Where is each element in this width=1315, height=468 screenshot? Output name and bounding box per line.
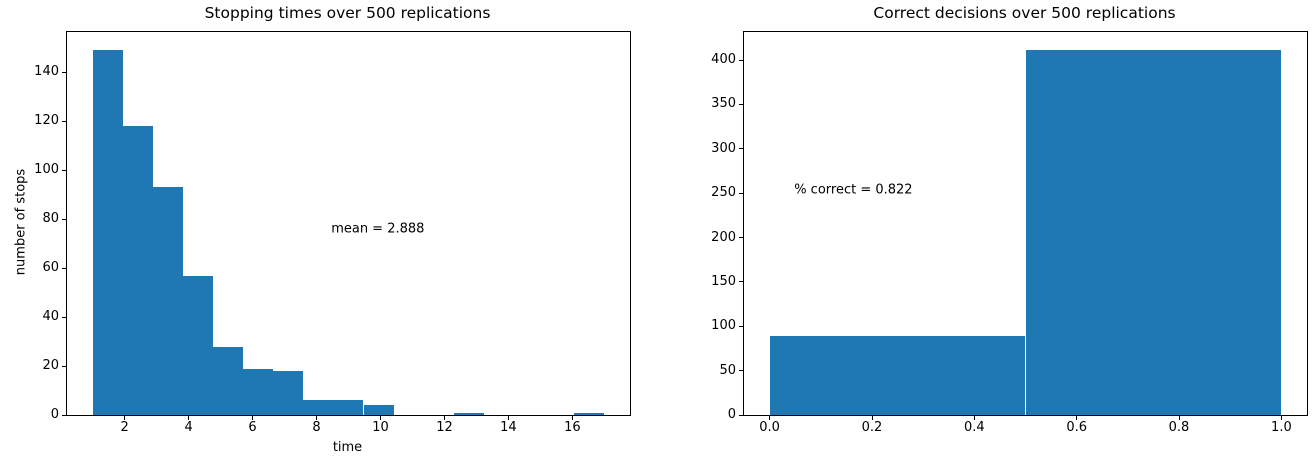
y-tick-mark bbox=[739, 237, 743, 238]
y-tick-label: 120 bbox=[34, 113, 59, 129]
y-tick-label: 300 bbox=[711, 140, 736, 156]
histogram-bar bbox=[769, 336, 1026, 415]
y-tick-label: 0 bbox=[727, 407, 736, 422]
histogram-bar bbox=[453, 412, 484, 415]
x-tick-mark bbox=[380, 416, 381, 420]
x-tick-mark bbox=[769, 416, 771, 420]
y-tick-mark bbox=[739, 148, 743, 150]
y-tick-mark bbox=[739, 414, 743, 416]
histogram-bar bbox=[273, 370, 304, 415]
y-axis-label-number-of-stops: number of stops bbox=[13, 168, 29, 276]
x-tick-mark bbox=[1076, 416, 1078, 420]
y-tick-mark bbox=[739, 281, 743, 283]
y-tick-mark bbox=[62, 218, 66, 220]
y-tick-label: 60 bbox=[42, 260, 59, 276]
x-tick-label: 12 bbox=[436, 420, 453, 435]
y-tick-mark bbox=[62, 414, 66, 416]
chart-title-stopping-times: Stopping times over 500 replications bbox=[204, 4, 491, 22]
x-tick-label: 16 bbox=[564, 420, 581, 435]
histogram-bar bbox=[574, 412, 605, 415]
y-tick-label: 350 bbox=[711, 96, 736, 112]
y-tick-mark bbox=[739, 370, 743, 372]
y-tick-mark bbox=[62, 267, 66, 269]
histogram-bar bbox=[122, 126, 153, 415]
plot-area-correct-decisions: % correct = 0.822 0.0 0.2 0.4 0.6 0.8 1.0 0 50 1… bbox=[711, 31, 1308, 435]
y-tick-label: 50 bbox=[719, 362, 736, 378]
y-tick-label: 80 bbox=[42, 211, 59, 227]
x-tick-mark bbox=[252, 416, 253, 420]
y-tick-mark bbox=[739, 192, 743, 194]
histogram-bar bbox=[1025, 50, 1282, 415]
x-tick-mark bbox=[124, 416, 126, 420]
y-tick-label: 100 bbox=[711, 318, 736, 334]
y-tick-label: 140 bbox=[34, 64, 59, 80]
histogram-bar bbox=[303, 400, 334, 415]
x-tick-mark bbox=[1280, 416, 1282, 420]
x-tick-label: 0.8 bbox=[1168, 420, 1190, 435]
x-tick-label: 8 bbox=[312, 420, 321, 435]
y-tick-mark bbox=[739, 59, 743, 61]
annotation-mean: mean = 2.888 bbox=[331, 221, 425, 237]
x-tick-mark bbox=[1178, 416, 1180, 420]
x-tick-label: 14 bbox=[500, 420, 517, 435]
y-tick-mark bbox=[739, 103, 743, 105]
annotation-percent-correct: % correct = 0.822 bbox=[794, 182, 913, 198]
y-tick-label: 400 bbox=[711, 52, 736, 67]
x-tick-mark bbox=[188, 416, 190, 420]
x-tick-label: 0.0 bbox=[759, 420, 780, 435]
plot-area-stopping-times: mean = 2.888 2 4 6 8 10 12 14 16 0 20 40 60 80 100 120… bbox=[34, 31, 631, 435]
x-tick-mark bbox=[571, 416, 573, 420]
histogram-bar bbox=[92, 50, 123, 415]
y-tick-mark bbox=[62, 71, 66, 73]
x-tick-label: 0.4 bbox=[963, 420, 985, 435]
x-axis-label-time: time bbox=[332, 440, 363, 455]
histogram-bar bbox=[363, 405, 394, 415]
x-tick-label: 1.0 bbox=[1271, 420, 1292, 435]
y-tick-mark bbox=[739, 325, 743, 327]
x-tick-mark bbox=[871, 416, 873, 420]
histogram-bar bbox=[182, 275, 213, 415]
histogram-bar bbox=[243, 368, 274, 415]
y-tick-label: 200 bbox=[711, 229, 736, 245]
y-tick-label: 20 bbox=[42, 358, 59, 373]
y-tick-mark bbox=[62, 169, 66, 171]
x-tick-mark bbox=[444, 416, 445, 420]
x-tick-label: 6 bbox=[248, 420, 257, 435]
y-tick-mark bbox=[62, 316, 66, 318]
y-tick-label: 100 bbox=[34, 162, 59, 178]
x-tick-label: 0.2 bbox=[861, 420, 883, 435]
histogram-bar bbox=[213, 346, 244, 415]
x-tick-mark bbox=[973, 416, 975, 420]
y-tick-label: 40 bbox=[42, 309, 59, 325]
y-tick-label: 150 bbox=[711, 273, 736, 289]
x-tick-label: 0.6 bbox=[1066, 420, 1088, 435]
y-tick-label: 0 bbox=[50, 407, 59, 422]
x-tick-mark bbox=[507, 416, 509, 420]
histogram-bar bbox=[333, 400, 364, 415]
histogram-bar bbox=[152, 187, 183, 415]
x-tick-label: 2 bbox=[120, 420, 129, 435]
x-tick-label: 10 bbox=[372, 420, 389, 435]
y-tick-mark bbox=[62, 365, 66, 367]
x-tick-mark bbox=[316, 416, 317, 420]
x-tick-label: 4 bbox=[184, 420, 193, 435]
chart-title-correct-decisions: Correct decisions over 500 replications bbox=[873, 4, 1176, 22]
y-tick-mark bbox=[62, 120, 66, 122]
y-tick-label: 250 bbox=[711, 185, 736, 201]
